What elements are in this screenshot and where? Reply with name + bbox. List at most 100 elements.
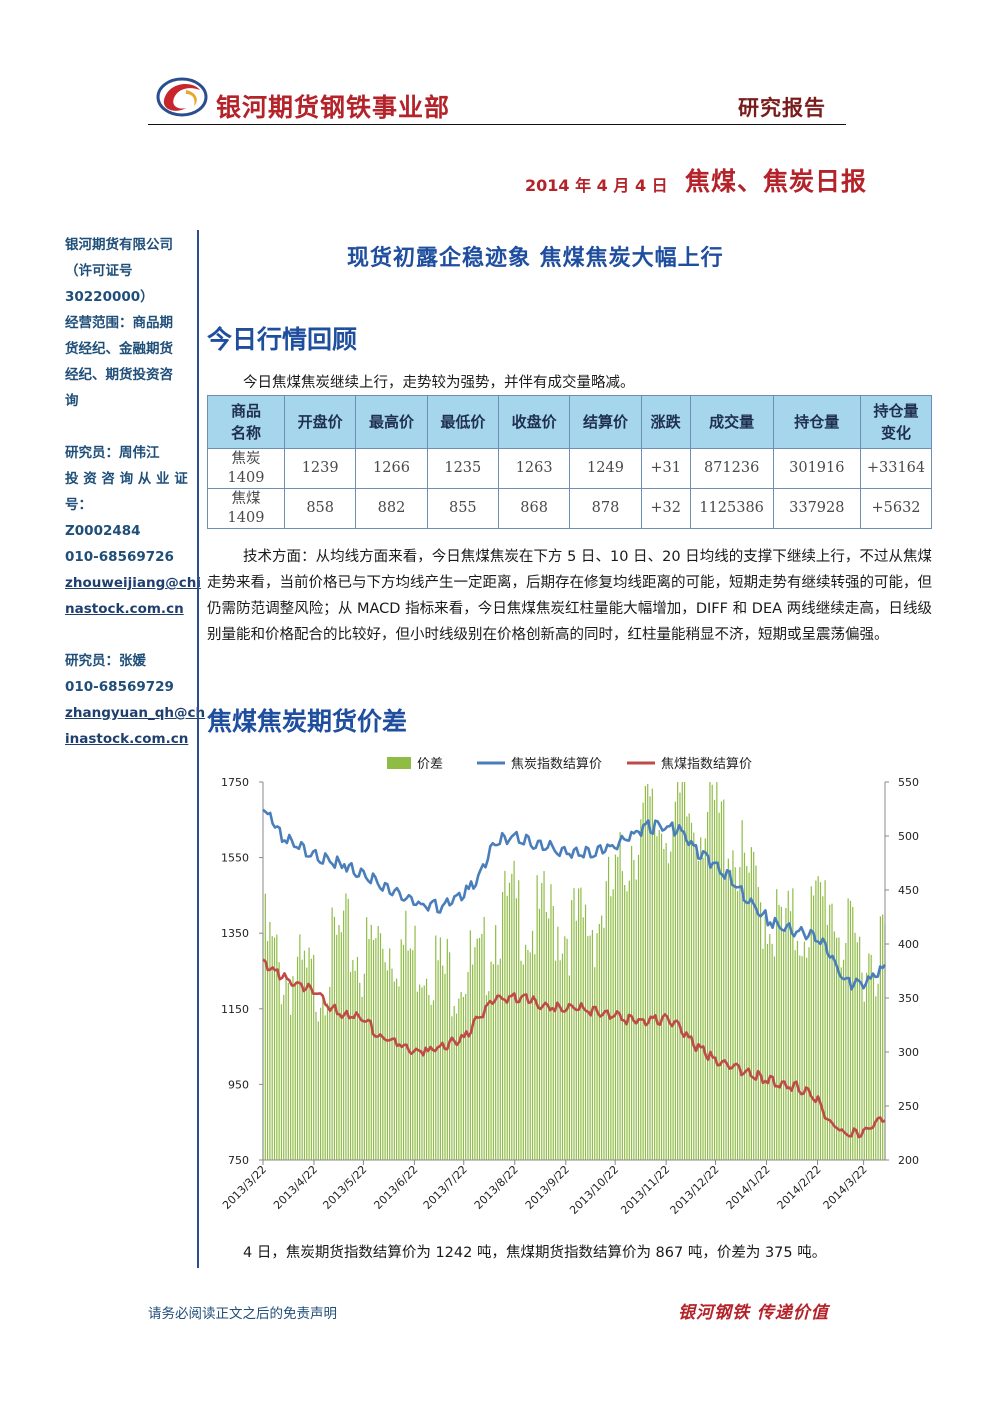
spread-bar <box>836 937 838 1160</box>
spread-bar <box>725 871 727 1160</box>
x-tick-label: 2014/3/22 <box>821 1163 870 1212</box>
sidebar-line: 研究员：周伟江 <box>65 445 160 461</box>
spread-bar <box>515 898 518 1160</box>
spread-bar <box>439 937 441 1160</box>
spread-bar <box>847 898 849 1160</box>
spread-bar <box>416 991 418 1160</box>
market-intro: 今日焦煤焦炭继续上行，走势较为强势，并伴有成交量略减。 <box>243 375 635 391</box>
sidebar-line: 经营范围：商品期 <box>65 315 173 331</box>
spread-bar <box>451 1016 453 1160</box>
spread-bar <box>317 1021 319 1160</box>
y-left-tick-label: 1750 <box>221 776 249 789</box>
y-right-tick-label: 450 <box>898 884 919 897</box>
spread-bar <box>808 947 810 1160</box>
spread-bar <box>831 903 833 1160</box>
spread-bar <box>720 801 723 1160</box>
spread-bar <box>557 926 559 1160</box>
spread-bar <box>778 904 780 1160</box>
spread-bar <box>488 991 490 1160</box>
spread-bar <box>667 863 670 1160</box>
table-cell: +31 <box>640 448 691 489</box>
table-cell: 882 <box>355 488 428 529</box>
x-tick-label: 2014/1/22 <box>724 1163 773 1212</box>
email-link-zhouweijiang-cont[interactable]: nastock.com.cn <box>65 601 184 617</box>
sidebar-spacer <box>65 622 191 648</box>
table-cell: 焦煤 1409 <box>207 488 285 529</box>
company-name: 银河期货钢铁事业部 <box>216 93 451 122</box>
x-tick-label: 2013/8/22 <box>472 1163 521 1212</box>
email-link-zhouweijiang[interactable]: zhouweijiang@chi <box>65 575 201 591</box>
spread-bar <box>591 929 594 1160</box>
spread-bar <box>575 920 577 1160</box>
spread-bar <box>764 916 766 1160</box>
email-link-zhangyuan-cont[interactable]: inastock.com.cn <box>65 731 189 747</box>
spread-bar <box>610 896 612 1160</box>
header-divider <box>148 124 846 125</box>
x-tick-label: 2013/7/22 <box>421 1163 470 1212</box>
spread-bar <box>529 952 531 1160</box>
table-cell: +32 <box>640 488 691 529</box>
col-header: 最低价 <box>426 395 499 449</box>
spread-bar <box>628 880 630 1160</box>
y-left-tick-label: 750 <box>228 1154 249 1167</box>
sidebar-line: 经纪、期货投资咨 <box>65 367 173 383</box>
galaxy-swirl-logo-icon <box>156 77 208 117</box>
spread-bar <box>727 858 729 1160</box>
spread-bar <box>285 974 287 1160</box>
spread-bar <box>875 996 877 1160</box>
spread-bar <box>815 880 817 1160</box>
spread-bar <box>872 974 875 1160</box>
email-link-zhangyuan[interactable]: zhangyuan_qh@ch <box>65 705 206 721</box>
spread-bar <box>596 933 598 1160</box>
spread-bar <box>400 939 402 1160</box>
spread-bar <box>755 865 757 1160</box>
spread-bar <box>354 970 356 1160</box>
spread-bar <box>700 837 702 1160</box>
spread-bar <box>877 983 879 1160</box>
spread-bar <box>460 992 462 1160</box>
spread-bar <box>525 944 527 1160</box>
spread-bar <box>817 876 819 1160</box>
col-header: 持仓量 <box>772 395 862 449</box>
sidebar-line: 010-68569726 <box>65 549 174 565</box>
spread-bar <box>469 930 471 1160</box>
spread-bar <box>748 872 750 1160</box>
spread-bar <box>407 950 409 1160</box>
spread-bar <box>578 888 580 1160</box>
spread-bar <box>435 935 437 1160</box>
report-date: 2014 年 4 月 4 日 <box>525 176 668 195</box>
spread-bar <box>743 852 746 1160</box>
spread-bar <box>352 959 354 1160</box>
spread-bar <box>838 937 840 1160</box>
spread-bar <box>686 816 688 1160</box>
spread-bar <box>829 904 831 1160</box>
disclaimer-link[interactable]: 请务必阅读正文之后的免责声明 <box>148 1306 337 1322</box>
legend-swatch-spread <box>387 757 411 769</box>
y-left-tick-label: 950 <box>228 1078 249 1091</box>
spread-bar <box>683 782 686 1160</box>
x-tick-label: 2013/5/22 <box>320 1163 369 1212</box>
x-tick-label-group: 2013/6/22 <box>371 1163 420 1212</box>
section-title-market-review: 今日行情回顾 <box>207 325 358 354</box>
x-tick-label-group: 2014/3/22 <box>821 1163 870 1212</box>
legend-label: 价差 <box>417 757 443 772</box>
x-tick-label-group: 2014/2/22 <box>775 1163 824 1212</box>
spread-bar <box>541 883 543 1160</box>
sidebar-divider <box>197 230 199 1268</box>
spread-bar <box>478 938 481 1160</box>
spread-bar <box>273 937 276 1160</box>
spread-bar <box>863 1001 865 1160</box>
table-cell: 1249 <box>569 448 642 489</box>
spread-bar <box>428 994 430 1160</box>
spread-bar <box>432 1000 435 1160</box>
spread-bar <box>649 796 651 1160</box>
x-tick-label: 2013/12/22 <box>668 1163 722 1217</box>
table-cell: 1125386 <box>689 488 774 529</box>
spread-bar <box>760 902 762 1160</box>
spread-bar <box>879 916 881 1160</box>
spread-bar <box>861 972 863 1160</box>
spread-bar <box>665 843 667 1160</box>
spread-bar <box>607 856 610 1160</box>
spread-bar <box>377 926 379 1160</box>
spread-bar <box>474 947 476 1160</box>
